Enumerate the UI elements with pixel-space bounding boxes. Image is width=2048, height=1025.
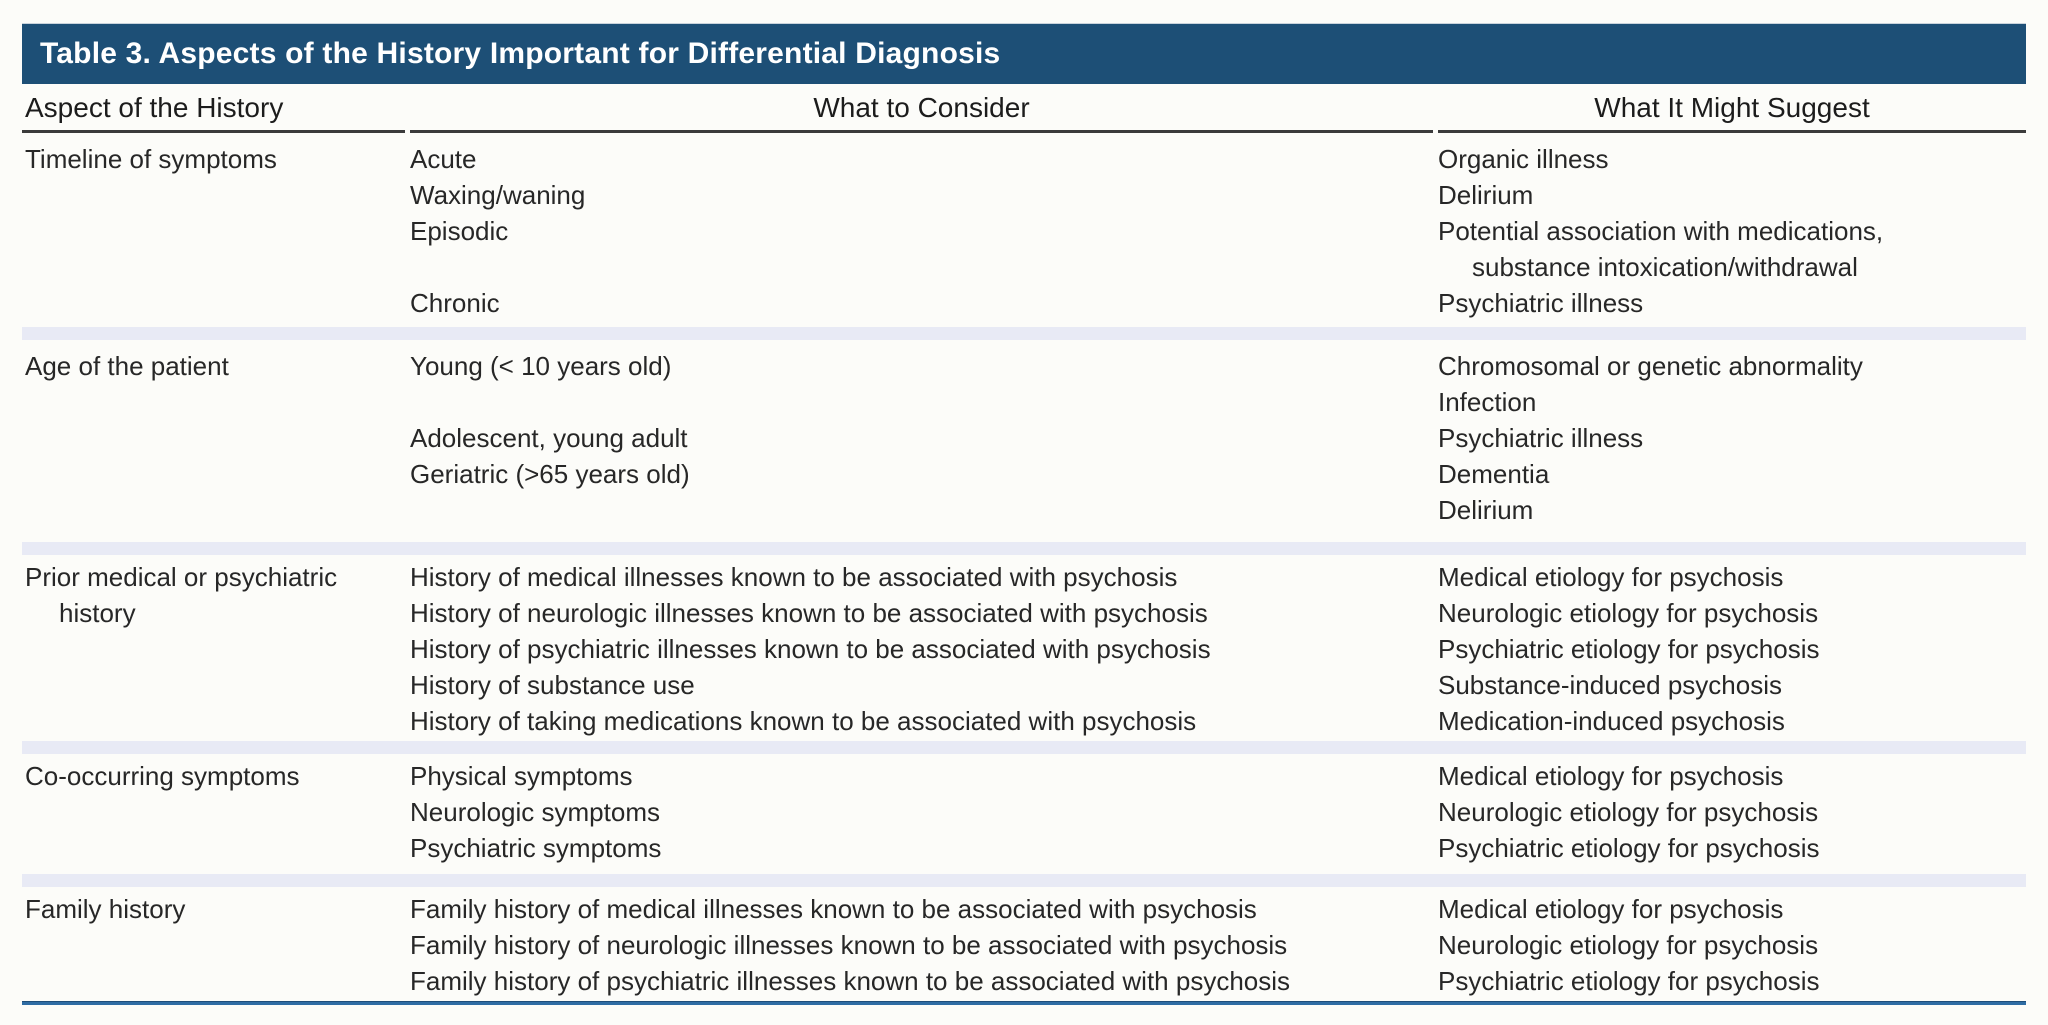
text-line: Medical etiology for psychosis <box>1438 562 1784 592</box>
text-line: Family history <box>25 894 186 924</box>
text-line: Waxing/waning <box>410 180 586 210</box>
text-line: Dementia <box>1438 459 1550 489</box>
table-row: Co-occurring symptoms Physical symptoms Ne… <box>22 754 2026 874</box>
suggest-cell: Chromosomal or genetic abnormality Infect… <box>1438 348 2026 528</box>
text-line: Psychiatric etiology for psychosis <box>1438 634 1820 664</box>
text-line: Neurologic etiology for psychosis <box>1438 930 1819 960</box>
text-line: Co-occurring symptoms <box>25 761 300 791</box>
text-line: Chromosomal or genetic abnormality <box>1438 351 1863 381</box>
text-line: History of taking medications known to b… <box>410 706 1197 736</box>
text-line: Medical etiology for psychosis <box>1438 761 1784 791</box>
consider-cell: History of medical illnesses known to be… <box>410 559 1438 739</box>
consider-cell: Young (< 10 years old) Adolescent, young… <box>410 348 1438 528</box>
column-header-suggest: What It Might Suggest <box>1438 84 2026 133</box>
aspect-cell: Family history <box>22 891 410 999</box>
consider-cell: Family history of medical illnesses know… <box>410 891 1438 999</box>
text-line: Medical etiology for psychosis <box>1438 894 1784 924</box>
text-line: Psychiatric symptoms <box>410 833 662 863</box>
text-line: Organic illness <box>1438 144 1609 174</box>
text-line: Adolescent, young adult <box>410 423 688 453</box>
row-divider <box>22 741 2026 754</box>
text-line: Medication-induced psychosis <box>1438 706 1785 736</box>
text-line: Psychiatric illness <box>1438 288 1644 318</box>
aspect-cell: Prior medical or psychiatric history <box>22 559 410 739</box>
text-line: Family history of medical illnesses know… <box>410 894 1257 924</box>
text-line: Young (< 10 years old) <box>410 351 672 381</box>
row-divider <box>22 327 2026 340</box>
table-row: Family history Family history of medical … <box>22 887 2026 1001</box>
text-line: Neurologic etiology for psychosis <box>1438 797 1819 827</box>
aspect-cell: Age of the patient <box>22 348 410 528</box>
text-line: Delirium <box>1438 180 1534 210</box>
suggest-cell: Medical etiology for psychosis Neurologic… <box>1438 559 2026 739</box>
text-line: Timeline of symptoms <box>25 144 277 174</box>
text-line: substance intoxication/withdrawal <box>1472 252 1858 282</box>
text-line: history <box>59 598 136 628</box>
text-line: Substance-induced psychosis <box>1438 670 1782 700</box>
text-line: Chronic <box>410 288 500 318</box>
text-line: Prior medical or psychiatric <box>25 562 338 592</box>
table-bottom-rule <box>22 1001 2026 1005</box>
consider-cell: Acute Waxing/waning Episodic Chronic <box>410 141 1438 321</box>
text-line: Psychiatric etiology for psychosis <box>1438 833 1820 863</box>
table-title: Table 3. Aspects of the History Importan… <box>40 37 1001 70</box>
text-line: Acute <box>410 144 477 174</box>
text-line: Delirium <box>1438 495 1534 525</box>
table-3: Table 3. Aspects of the History Importan… <box>22 23 2026 1005</box>
text-line: Family history of psychiatric illnesses … <box>410 966 1291 996</box>
text-line: Geriatric (>65 years old) <box>410 459 690 489</box>
text-line <box>410 249 1438 285</box>
text-line: History of neurologic illnesses known to… <box>410 598 1208 628</box>
text-line <box>410 492 1438 528</box>
text-line: Episodic <box>410 216 509 246</box>
suggest-cell: Medical etiology for psychosis Neurologic… <box>1438 758 2026 866</box>
suggest-cell: Organic illness Delirium Potential associa… <box>1438 141 2026 321</box>
suggest-cell: Medical etiology for psychosis Neurologic… <box>1438 891 2026 999</box>
table-body: Timeline of symptoms Acute Waxing/waning Ep… <box>22 133 2026 1001</box>
text-line: History of psychiatric illnesses known t… <box>410 634 1211 664</box>
column-header-consider: What to Consider <box>410 84 1433 133</box>
text-line <box>410 384 1438 420</box>
consider-cell: Physical symptoms Neurologic symptoms Psyc… <box>410 758 1438 866</box>
text-line: Family history of neurologic illnesses k… <box>410 930 1288 960</box>
row-divider <box>22 542 2026 555</box>
text-line: Physical symptoms <box>410 761 633 791</box>
text-line: History of substance use <box>410 670 695 700</box>
aspect-cell: Timeline of symptoms <box>22 141 410 321</box>
table-row: Prior medical or psychiatric history Histo… <box>22 555 2026 741</box>
text-line: History of medical illnesses known to be… <box>410 562 1178 592</box>
text-line: Psychiatric etiology for psychosis <box>1438 966 1820 996</box>
column-header-aspect: Aspect of the History <box>22 84 405 133</box>
text-line: Neurologic symptoms <box>410 797 660 827</box>
column-headers: Aspect of the History What to Consider W… <box>22 84 2026 133</box>
table-row: Age of the patient Young (< 10 years old)… <box>22 340 2026 542</box>
text-line: Neurologic etiology for psychosis <box>1438 598 1819 628</box>
table-row: Timeline of symptoms Acute Waxing/waning Ep… <box>22 133 2026 327</box>
aspect-cell: Co-occurring symptoms <box>22 758 410 866</box>
text-line: Potential association with medications, <box>1438 216 1884 246</box>
row-divider <box>22 874 2026 887</box>
text-line: Infection <box>1438 387 1537 417</box>
table-title-bar: Table 3. Aspects of the History Importan… <box>22 23 2026 84</box>
text-line: Age of the patient <box>25 351 229 381</box>
text-line: Psychiatric illness <box>1438 423 1644 453</box>
